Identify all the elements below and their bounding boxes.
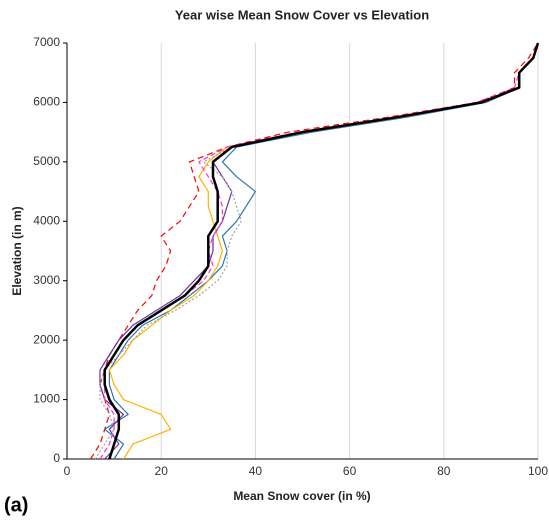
y-tick-label: 2000 bbox=[33, 332, 60, 346]
y-tick-label: 6000 bbox=[33, 95, 60, 109]
y-tick-label: 4000 bbox=[33, 213, 60, 227]
x-tick-label: 40 bbox=[249, 464, 263, 478]
series-line bbox=[103, 42, 540, 460]
y-tick-label: 5000 bbox=[33, 154, 60, 168]
chart-title: Year wise Mean Snow Cover vs Elevation bbox=[175, 7, 429, 22]
x-tick-label: 60 bbox=[343, 464, 357, 478]
y-tick-label: 7000 bbox=[33, 35, 60, 49]
x-tick-label: 100 bbox=[528, 464, 548, 478]
x-axis-title: Mean Snow cover (in %) bbox=[233, 489, 370, 503]
x-tick-label: 80 bbox=[437, 464, 451, 478]
y-tick-label: 3000 bbox=[33, 273, 60, 287]
series-line bbox=[99, 42, 539, 460]
series-line bbox=[104, 42, 539, 460]
series-line bbox=[108, 42, 539, 460]
x-tick-label: 0 bbox=[64, 464, 71, 478]
panel-label: (a) bbox=[4, 494, 28, 516]
y-tick-label: 1000 bbox=[33, 392, 60, 406]
y-tick-label: 0 bbox=[53, 451, 60, 465]
y-axis-title: Elevation (in m) bbox=[10, 206, 24, 295]
x-tick-label: 20 bbox=[155, 464, 169, 478]
